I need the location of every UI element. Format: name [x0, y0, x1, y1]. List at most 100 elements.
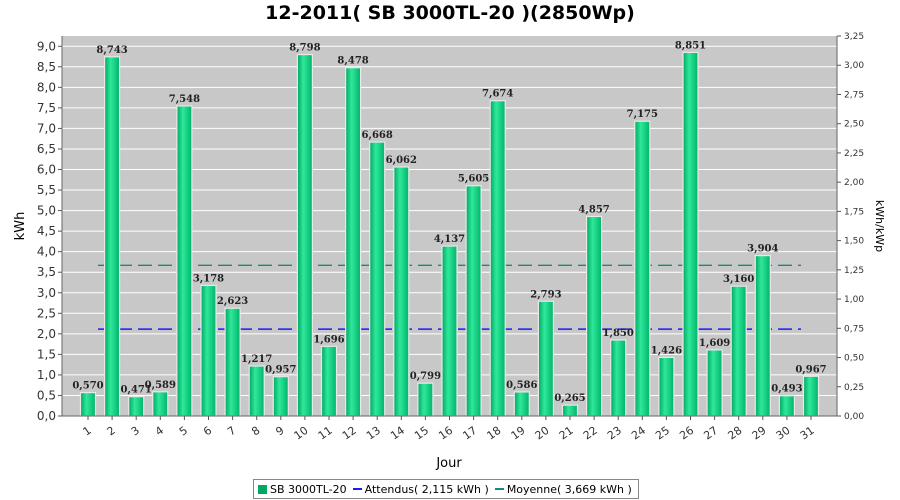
bar	[224, 307, 241, 417]
y2-tick-label: 3,00	[844, 61, 864, 71]
bar-value-label: 1,609	[699, 338, 730, 349]
bar-value-label: 0,589	[145, 380, 176, 391]
y2-tick-label: 1,75	[844, 207, 864, 217]
y2-tick-label: 1,25	[844, 266, 864, 276]
x-tick-label: 11	[316, 424, 335, 443]
x-tick-label: 9	[273, 424, 286, 439]
legend-label-bar: SB 3000TL-20	[270, 482, 347, 496]
bar-value-label: 0,586	[506, 380, 537, 391]
bar	[79, 391, 97, 417]
bar	[417, 382, 434, 417]
y-tick-label: 1,0	[37, 368, 56, 382]
y-tick-label: 0,0	[37, 409, 56, 423]
bar	[802, 375, 820, 417]
x-tick-label: 13	[364, 424, 383, 443]
bar	[200, 284, 217, 417]
bar	[610, 339, 627, 417]
x-tick-label: 25	[653, 424, 672, 443]
y2-tick-label: 2,50	[844, 120, 864, 130]
bar	[730, 285, 747, 417]
bar-value-label: 1,850	[603, 328, 634, 339]
y-tick-label: 3,5	[37, 265, 56, 279]
y-tick-label: 7,5	[37, 101, 56, 115]
bar	[345, 67, 362, 417]
bar-value-label: 3,160	[723, 274, 754, 285]
bar	[369, 141, 386, 417]
bar	[248, 365, 265, 417]
legend-label-moyenne: Moyenne( 3,669 kWh )	[506, 482, 632, 496]
x-axis-label: Jour	[435, 456, 462, 471]
y-tick-label: 5,5	[37, 183, 56, 197]
x-tick-label: 17	[460, 424, 479, 443]
x-tick-label: 3	[129, 424, 142, 439]
x-tick-label: 4	[153, 424, 166, 439]
bar-value-label: 1,426	[651, 345, 682, 356]
y-tick-label: 5,0	[37, 204, 56, 218]
y-tick-label: 6,5	[37, 142, 56, 156]
bar-value-label: 1,696	[313, 334, 344, 345]
bar-value-label: 5,605	[458, 174, 489, 185]
x-tick-label: 1	[81, 424, 94, 439]
bar-value-label: 0,570	[72, 381, 103, 392]
bar-value-label: 0,265	[554, 393, 585, 404]
bar	[585, 215, 603, 417]
legend-swatch-attendus	[352, 488, 362, 490]
x-tick-label: 10	[292, 424, 311, 443]
bar	[152, 391, 169, 417]
x-tick-label: 6	[201, 424, 214, 439]
x-tick-label: 30	[774, 424, 793, 443]
y2-tick-label: 2,00	[844, 178, 864, 188]
bar	[537, 300, 555, 417]
bar-value-label: 8,851	[675, 40, 706, 51]
bar	[754, 255, 771, 417]
y2-axis-label: kWh/kWp	[873, 200, 886, 252]
bar	[465, 185, 482, 417]
bar-value-label: 0,471	[121, 385, 152, 396]
x-tick-label: 8	[249, 424, 262, 439]
bar	[296, 53, 313, 417]
x-tick-label: 18	[484, 424, 503, 443]
bar	[634, 120, 651, 417]
x-tick-label: 16	[436, 424, 455, 443]
y2-tick-label: 3,25	[844, 32, 864, 42]
y2-tick-label: 0,75	[844, 324, 864, 334]
y-tick-label: 4,5	[37, 224, 56, 238]
bar-value-label: 0,967	[795, 364, 826, 375]
bar-value-label: 3,904	[747, 244, 778, 255]
bar	[682, 51, 699, 417]
bar-value-label: 2,793	[530, 289, 561, 300]
bar	[103, 56, 121, 417]
legend-item-bar: SB 3000TL-20	[258, 483, 347, 496]
bar	[513, 391, 530, 417]
y-tick-label: 0,5	[37, 388, 56, 402]
x-tick-label: 5	[177, 424, 190, 439]
bar-value-label: 4,137	[434, 234, 465, 245]
bar-value-label: 8,743	[96, 45, 127, 56]
y-tick-label: 8,5	[37, 60, 56, 74]
bar-value-label: 0,799	[410, 371, 441, 382]
bar-value-label: 6,668	[362, 130, 393, 141]
bar	[320, 345, 338, 417]
bar-value-label: 8,478	[337, 56, 368, 67]
bar-value-label: 8,798	[289, 43, 320, 54]
x-tick-label: 19	[509, 424, 528, 443]
bar-value-label: 1,217	[241, 354, 272, 365]
y-tick-label: 8,0	[37, 80, 56, 94]
legend-swatch-bar	[258, 484, 267, 494]
x-tick-label: 27	[701, 424, 720, 443]
bar	[441, 245, 458, 417]
x-tick-label: 22	[581, 424, 600, 443]
bar	[658, 356, 675, 417]
y2-tick-label: 0,25	[844, 383, 864, 393]
y2-tick-label: 2,25	[844, 149, 864, 159]
chart-title: 12-2011( SB 3000TL-20 )(2850Wp)	[265, 2, 635, 24]
x-tick-label: 12	[340, 424, 359, 443]
legend: SB 3000TL-20 Attendus( 2,115 kWh ) Moyen…	[253, 479, 639, 499]
x-tick-label: 14	[388, 424, 407, 443]
x-tick-label: 28	[725, 424, 744, 443]
y-tick-label: 6,0	[37, 163, 56, 177]
bar-value-label: 4,857	[578, 204, 609, 215]
legend-label-attendus: Attendus( 2,115 kWh )	[364, 482, 489, 496]
